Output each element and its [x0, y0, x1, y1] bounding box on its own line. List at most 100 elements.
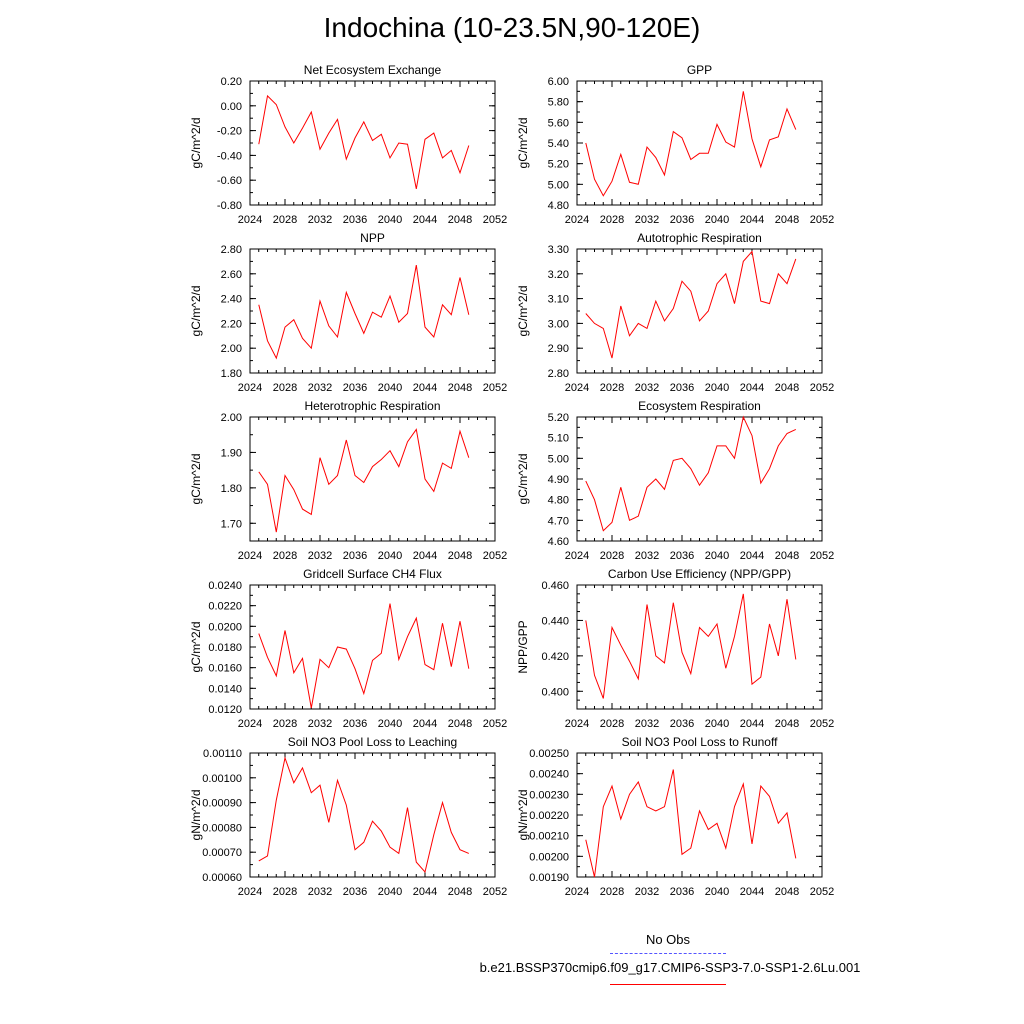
y-tick-label: 4.80 [548, 495, 569, 507]
series-line [258, 756, 469, 874]
legend-obs-label: No Obs [645, 932, 691, 947]
series-line [258, 94, 470, 189]
plot-frame [249, 752, 496, 878]
x-tick-label: 2048 [775, 214, 799, 226]
x-tick-label: 2048 [775, 550, 799, 562]
chart-panel: Heterotrophic Respiration gC/m^2/d 2024 202… [189, 399, 507, 562]
x-tick-label: 2040 [705, 886, 729, 898]
x-tick-label: 2040 [705, 550, 729, 562]
x-tick-label: 2040 [378, 886, 402, 898]
y-axis-label: gC/m^2/d [189, 454, 203, 505]
x-tick-label: 2024 [565, 886, 589, 898]
y-tick-label: 2.20 [221, 318, 242, 330]
chart-panel: Soil NO3 Pool Loss to Leaching gN/m^2/d 20… [189, 735, 507, 898]
y-tick-label: 0.00190 [529, 872, 569, 884]
y-tick-label: 4.90 [548, 474, 569, 486]
y-tick-label: 0.00070 [202, 847, 242, 859]
chart-title: NPP [360, 231, 385, 245]
y-tick-label: 0.0140 [208, 683, 242, 695]
y-tick-label: 4.80 [548, 200, 569, 212]
x-tick-label: 2040 [705, 382, 729, 394]
x-tick-label: 2032 [635, 886, 659, 898]
plot-frame [249, 248, 496, 374]
y-tick-label: 5.80 [548, 97, 569, 109]
series-line [585, 415, 797, 532]
y-tick-label: 2.80 [548, 368, 569, 380]
page-title: Indochina (10-23.5N,90-120E) [323, 12, 701, 43]
x-tick-label: 2028 [273, 382, 297, 394]
x-tick-label: 2032 [635, 214, 659, 226]
x-tick-label: 2032 [308, 382, 332, 394]
x-tick-label: 2036 [670, 718, 694, 730]
x-tick-label: 2032 [308, 550, 332, 562]
y-tick-label: 5.10 [548, 433, 569, 445]
x-tick-label: 2028 [273, 886, 297, 898]
y-tick-label: 0.00060 [202, 872, 242, 884]
x-tick-label: 2036 [343, 382, 367, 394]
x-tick-label: 2036 [670, 550, 694, 562]
series-line [258, 603, 470, 709]
chart-title: Net Ecosystem Exchange [304, 63, 442, 77]
y-axis-label: gC/m^2/d [189, 118, 203, 169]
series-line [258, 428, 470, 533]
plot-frame [249, 584, 496, 710]
x-tick-label: 2044 [740, 214, 764, 226]
y-tick-label: -0.40 [217, 150, 242, 162]
x-tick-label: 2040 [378, 382, 402, 394]
chart-title: Soil NO3 Pool Loss to Leaching [288, 735, 457, 749]
x-tick-label: 2044 [413, 382, 437, 394]
y-tick-label: 0.460 [541, 580, 569, 592]
x-tick-label: 2048 [775, 382, 799, 394]
x-tick-label: 2044 [413, 718, 437, 730]
y-tick-label: 0.00080 [202, 822, 242, 834]
x-tick-label: 2048 [775, 718, 799, 730]
x-tick-label: 2028 [273, 550, 297, 562]
x-tick-label: 2024 [238, 214, 262, 226]
y-tick-label: 0.20 [221, 76, 242, 88]
x-tick-label: 2052 [810, 550, 834, 562]
y-tick-label: 0.400 [541, 686, 569, 698]
chart-title: Carbon Use Efficiency (NPP/GPP) [608, 567, 791, 581]
y-tick-label: 3.10 [548, 294, 569, 306]
y-tick-label: 6.00 [548, 76, 569, 88]
series-line [585, 769, 797, 878]
x-tick-label: 2024 [238, 886, 262, 898]
y-axis-label: NPP/GPP [516, 620, 530, 673]
y-tick-label: 5.20 [548, 159, 569, 171]
chart-panel: GPP gC/m^2/d 2024 2028 2032 2036 2040 2044 2048 2… [516, 63, 834, 226]
chart-title: Ecosystem Respiration [638, 399, 761, 413]
y-tick-label: 5.00 [548, 453, 569, 465]
y-tick-label: 0.00250 [529, 748, 569, 760]
y-tick-label: 0.00090 [202, 798, 242, 810]
y-tick-label: 0.00100 [202, 773, 242, 785]
x-tick-label: 2028 [273, 718, 297, 730]
x-tick-label: 2024 [238, 550, 262, 562]
legend-model-label: b.e21.BSSP370cmip6.f09_g17.CMIP6-SSP3-7.… [479, 960, 861, 975]
x-tick-label: 2036 [670, 886, 694, 898]
y-tick-label: 0.00 [221, 101, 242, 113]
x-tick-label: 2048 [448, 886, 472, 898]
x-tick-label: 2048 [448, 718, 472, 730]
x-tick-label: 2028 [600, 886, 624, 898]
y-tick-label: 4.60 [548, 536, 569, 548]
x-tick-label: 2032 [635, 550, 659, 562]
y-tick-label: 3.20 [548, 269, 569, 281]
y-tick-label: 0.00240 [529, 769, 569, 781]
y-tick-label: 0.440 [541, 615, 569, 627]
x-tick-label: 2032 [635, 718, 659, 730]
y-tick-label: 2.00 [221, 412, 242, 424]
x-tick-label: 2052 [483, 718, 507, 730]
y-tick-label: -0.20 [217, 126, 242, 138]
legend-obs-swatch [610, 953, 726, 954]
y-tick-label: 0.00230 [529, 789, 569, 801]
x-tick-label: 2036 [343, 550, 367, 562]
x-tick-label: 2052 [810, 382, 834, 394]
chart-title: Soil NO3 Pool Loss to Runoff [622, 735, 779, 749]
y-tick-label: 0.00110 [203, 748, 242, 760]
x-tick-label: 2036 [670, 382, 694, 394]
x-tick-label: 2052 [483, 886, 507, 898]
chart-panel: Autotrophic Respiration gC/m^2/d 2024 2028 2… [516, 231, 834, 394]
y-tick-label: 2.00 [221, 343, 242, 355]
x-tick-label: 2036 [343, 718, 367, 730]
y-tick-label: 3.30 [548, 244, 569, 256]
